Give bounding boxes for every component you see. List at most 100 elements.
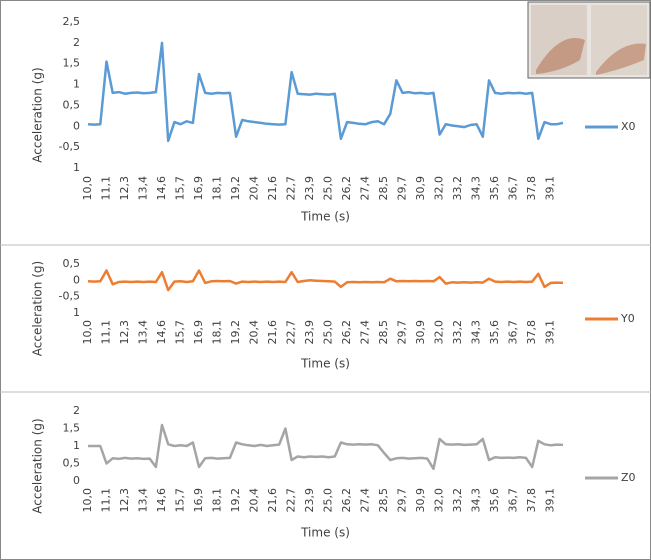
x-tick-label: 29,7 xyxy=(396,176,409,201)
x-tick-label: 37,8 xyxy=(525,176,538,201)
x-axis-title: Time (s) xyxy=(300,357,350,371)
x-tick-label: 26,2 xyxy=(340,320,353,345)
x-tick-label: 10,0 xyxy=(81,488,94,513)
x-tick-label: 22,7 xyxy=(285,176,298,201)
x-tick-label: 35,6 xyxy=(488,488,501,513)
x-tick-label: 36,7 xyxy=(507,176,520,201)
x-tick-label: 37,8 xyxy=(525,488,538,513)
photo-inset xyxy=(528,2,650,78)
x-tick-label: 13,4 xyxy=(137,488,150,513)
y-tick-label: 0,5 xyxy=(63,257,81,270)
x-tick-label: 19,2 xyxy=(229,488,242,513)
x-axis-title: Time (s) xyxy=(300,526,350,540)
x-tick-label: 15,7 xyxy=(174,488,187,513)
y-tick-label: 1 xyxy=(73,306,80,319)
x-tick-label: 20,4 xyxy=(248,488,261,513)
x-tick-label: 26,2 xyxy=(340,176,353,201)
x-tick-label: 25,0 xyxy=(322,488,335,513)
y-tick-label: 0 xyxy=(73,474,80,487)
x-tick-label: 15,7 xyxy=(174,176,187,201)
x-tick-label: 13,4 xyxy=(137,320,150,345)
x-tick-label: 16,9 xyxy=(192,488,205,513)
x-tick-label: 30,9 xyxy=(414,488,427,513)
x-tick-label: 34,3 xyxy=(470,320,483,345)
x-tick-label: 18,1 xyxy=(211,176,224,201)
x-tick-label: 23,9 xyxy=(303,176,316,201)
x-tick-label: 34,3 xyxy=(470,176,483,201)
y-tick-label: 1 xyxy=(73,439,80,452)
x-tick-label: 39,1 xyxy=(544,176,557,201)
x-tick-label: 15,7 xyxy=(174,320,187,345)
x-tick-label: 19,2 xyxy=(229,320,242,345)
x-tick-label: 16,9 xyxy=(192,176,205,201)
x-tick-label: 35,6 xyxy=(488,176,501,201)
x-tick-label: 27,4 xyxy=(359,488,372,513)
x-tick-label: 27,4 xyxy=(359,176,372,201)
x-tick-label: 34,3 xyxy=(470,488,483,513)
x-tick-label: 26,2 xyxy=(340,488,353,513)
y-axis-title: Acceleration (g) xyxy=(31,261,45,356)
x-tick-label: 14,6 xyxy=(155,320,168,345)
x-tick-label: 21,6 xyxy=(266,176,279,201)
x-tick-label: 11,1 xyxy=(100,176,113,201)
x-tick-label: 18,1 xyxy=(211,488,224,513)
x-tick-label: 28,5 xyxy=(377,488,390,513)
x-tick-label: 12,3 xyxy=(118,488,131,513)
x-tick-label: 23,9 xyxy=(303,488,316,513)
x-tick-label: 25,0 xyxy=(322,320,335,345)
y-axis-title: Acceleration (g) xyxy=(31,418,45,513)
chart-figure: 2,521,510,50-0,5110,011,112,313,414,615,… xyxy=(0,0,651,560)
y-tick-label: -0,5 xyxy=(59,140,80,153)
x-tick-label: 28,5 xyxy=(377,320,390,345)
x-tick-label: 14,6 xyxy=(155,176,168,201)
x-tick-label: 30,9 xyxy=(414,176,427,201)
x-tick-label: 22,7 xyxy=(285,320,298,345)
x-tick-label: 39,1 xyxy=(544,320,557,345)
x-axis-title: Time (s) xyxy=(300,210,350,224)
x-tick-label: 10,0 xyxy=(81,176,94,201)
y-tick-label: 1,5 xyxy=(63,57,81,70)
legend-label: Z0 xyxy=(621,471,636,484)
x-tick-label: 29,7 xyxy=(396,488,409,513)
x-tick-label: 10,0 xyxy=(81,320,94,345)
y-axis-title: Acceleration (g) xyxy=(31,67,45,162)
legend-label: Y0 xyxy=(620,312,635,325)
x-tick-label: 23,9 xyxy=(303,320,316,345)
x-tick-label: 37,8 xyxy=(525,320,538,345)
x-tick-label: 25,0 xyxy=(322,176,335,201)
x-tick-label: 33,2 xyxy=(451,320,464,345)
x-tick-label: 32,0 xyxy=(433,488,446,513)
y-tick-label: 1,5 xyxy=(63,422,81,435)
x-tick-label: 21,6 xyxy=(266,488,279,513)
x-tick-label: 33,2 xyxy=(451,176,464,201)
x-tick-label: 18,1 xyxy=(211,320,224,345)
x-tick-label: 29,7 xyxy=(396,320,409,345)
legend-label: X0 xyxy=(621,120,636,133)
x-tick-label: 16,9 xyxy=(192,320,205,345)
x-tick-label: 13,4 xyxy=(137,176,150,201)
x-tick-label: 11,1 xyxy=(100,488,113,513)
x-tick-label: 28,5 xyxy=(377,176,390,201)
y-tick-label: 0 xyxy=(73,119,80,132)
y-tick-label: 2 xyxy=(73,404,80,417)
x-tick-label: 20,4 xyxy=(248,176,261,201)
x-tick-label: 20,4 xyxy=(248,320,261,345)
x-tick-label: 30,9 xyxy=(414,320,427,345)
x-tick-label: 14,6 xyxy=(155,488,168,513)
y-tick-label: 2,5 xyxy=(63,15,81,28)
x-tick-label: 32,0 xyxy=(433,320,446,345)
x-tick-label: 11,1 xyxy=(100,320,113,345)
x-tick-label: 12,3 xyxy=(118,320,131,345)
x-tick-label: 12,3 xyxy=(118,176,131,201)
y-tick-label: 1 xyxy=(73,78,80,91)
x-tick-label: 39,1 xyxy=(544,488,557,513)
x-tick-label: 35,6 xyxy=(488,320,501,345)
x-tick-label: 22,7 xyxy=(285,488,298,513)
y-tick-label: 2 xyxy=(73,36,80,49)
x-tick-label: 21,6 xyxy=(266,320,279,345)
y-tick-label: 0,5 xyxy=(63,98,81,111)
y-tick-label: 1 xyxy=(73,161,80,174)
y-tick-label: 0,5 xyxy=(63,457,81,470)
x-tick-label: 36,7 xyxy=(507,488,520,513)
x-tick-label: 32,0 xyxy=(433,176,446,201)
